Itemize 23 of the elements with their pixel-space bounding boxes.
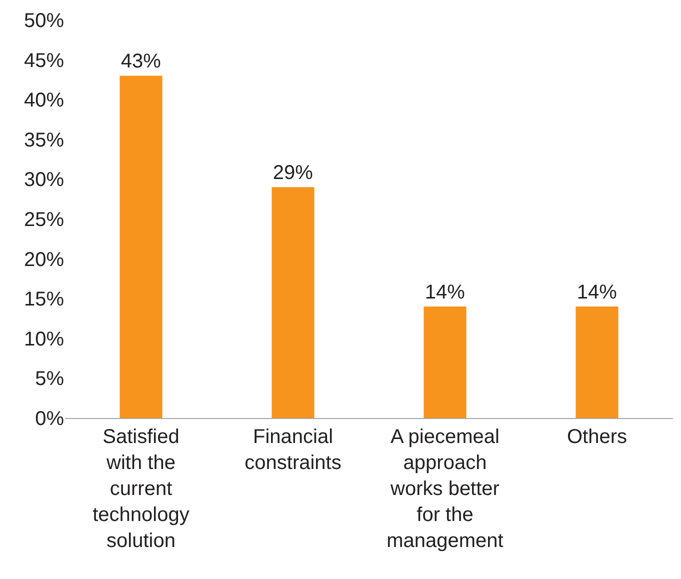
x-tick-label: Satisfied with the current technology solution bbox=[92, 426, 190, 552]
y-tick-label: 5% bbox=[35, 368, 64, 390]
y-tick-label: 40% bbox=[24, 90, 64, 112]
bar bbox=[576, 306, 618, 418]
y-tick-label: 25% bbox=[24, 209, 64, 231]
y-tick-label: 45% bbox=[24, 50, 64, 72]
data-label: 14% bbox=[576, 282, 618, 304]
x-tick-label: Financial constraints bbox=[244, 426, 342, 474]
y-tick-label: 10% bbox=[24, 328, 64, 350]
y-tick-label: 20% bbox=[24, 248, 64, 271]
y-tick-label: 35% bbox=[24, 129, 64, 152]
x-tick-label: Others bbox=[566, 426, 628, 448]
y-tick-label: 0% bbox=[35, 408, 64, 430]
data-label: 29% bbox=[272, 162, 314, 184]
x-tick-label: A piecemeal approach works better for the management bbox=[386, 426, 504, 552]
data-label: 43% bbox=[120, 50, 162, 73]
y-tick-label: 15% bbox=[24, 288, 64, 311]
bar bbox=[120, 76, 162, 418]
bar bbox=[424, 306, 466, 418]
y-tick-label: 30% bbox=[24, 169, 64, 192]
data-label: 14% bbox=[424, 282, 466, 304]
bar bbox=[272, 187, 314, 418]
y-tick-label: 50% bbox=[24, 10, 64, 32]
